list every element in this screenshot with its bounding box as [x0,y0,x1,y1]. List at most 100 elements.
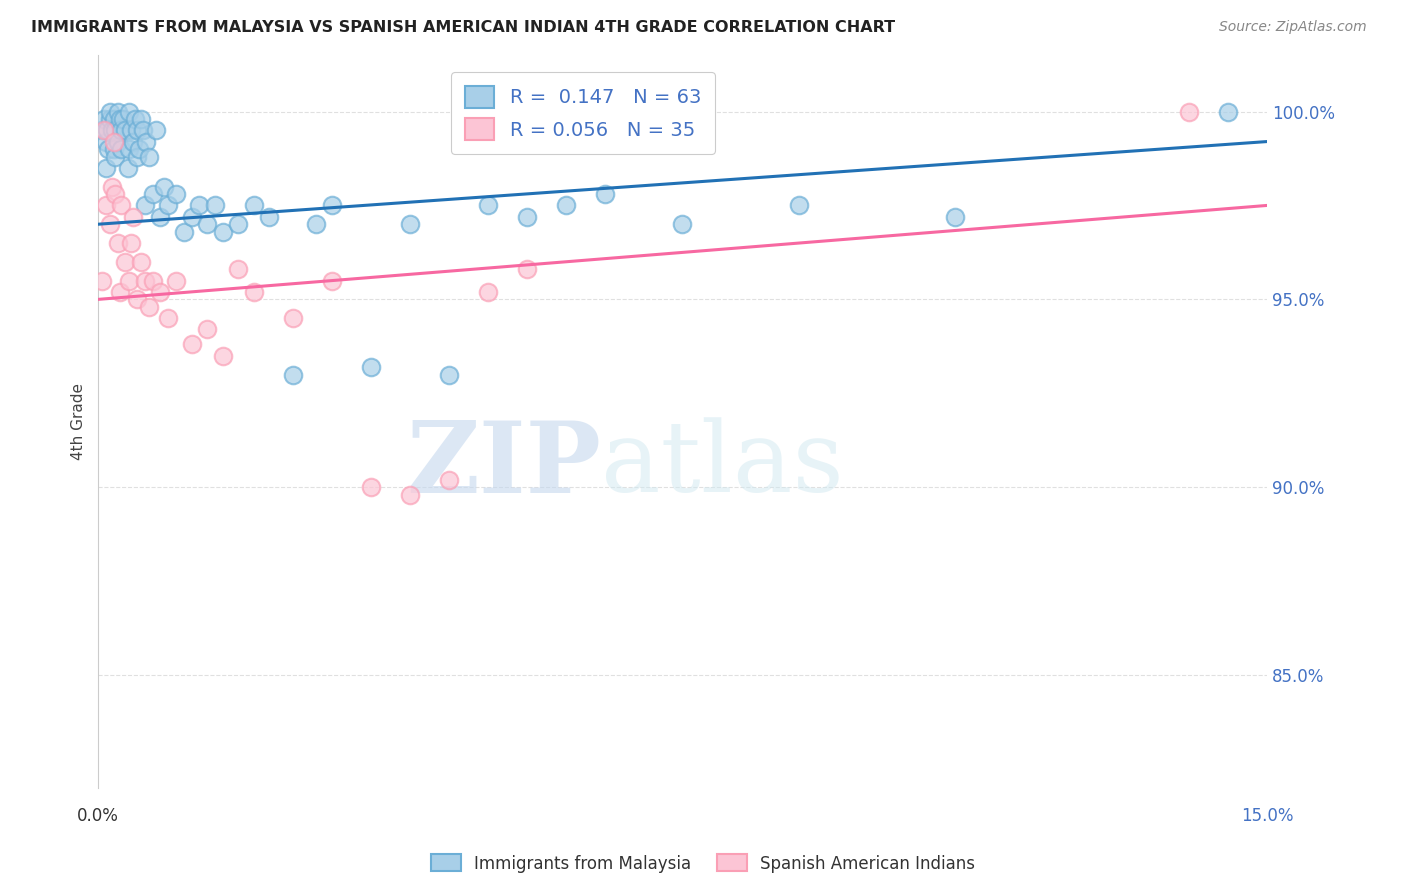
Point [360,359,382,374]
Point [135,135,157,149]
Point [516,262,538,277]
Point [516,210,538,224]
Point [1178,104,1201,119]
Point [149,285,172,299]
Point [120,235,142,250]
Point [321,274,343,288]
Point [104,187,127,202]
Point [114,123,136,137]
Point [128,142,150,156]
Point [398,217,420,231]
Point [226,217,249,231]
Point [593,187,616,202]
Point [138,300,160,314]
Point [226,262,249,277]
Point [554,198,576,212]
Point [305,217,328,231]
Point [98,104,121,119]
Point [129,255,152,269]
Point [108,285,131,299]
Point [145,123,167,137]
Point [477,198,499,212]
Point [142,274,165,288]
Point [101,123,124,137]
Point [173,225,195,239]
Point [157,311,180,326]
Point [108,112,131,126]
Point [165,274,187,288]
Point [157,198,180,212]
Text: 0.0%: 0.0% [77,806,120,825]
Point [195,322,218,336]
Point [93,112,115,126]
Point [104,123,127,137]
Point [91,274,114,288]
Point [118,274,141,288]
Point [94,198,117,212]
Point [111,112,134,126]
Point [110,198,132,212]
Point [477,285,499,299]
Point [94,135,117,149]
Point [134,198,156,212]
Point [180,210,202,224]
Point [243,198,266,212]
Point [398,488,420,502]
Point [97,142,120,156]
Point [204,198,226,212]
Point [134,274,156,288]
Point [103,112,125,126]
Text: 15.0%: 15.0% [1240,806,1294,825]
Text: ZIP: ZIP [406,417,600,514]
Point [103,142,125,156]
Point [259,210,281,224]
Point [149,210,172,224]
Point [195,217,218,231]
Point [1216,104,1239,119]
Point [107,104,129,119]
Text: Source: ZipAtlas.com: Source: ZipAtlas.com [1219,20,1367,34]
Legend: R =  0.147   N = 63, R = 0.056   N = 35: R = 0.147 N = 63, R = 0.056 N = 35 [451,72,714,154]
Point [138,150,160,164]
Point [103,135,125,149]
Point [91,123,114,137]
Point [122,210,145,224]
Point [281,311,304,326]
Point [281,368,304,382]
Point [211,349,233,363]
Point [118,104,141,119]
Point [125,293,148,307]
Point [943,210,966,224]
Point [110,142,132,156]
Point [125,150,148,164]
Point [437,368,460,382]
Point [165,187,187,202]
Point [98,112,121,126]
Point [125,123,148,137]
Text: atlas: atlas [600,417,844,514]
Point [107,235,129,250]
Point [671,217,693,231]
Point [180,337,202,351]
Point [107,135,129,149]
Point [118,142,141,156]
Point [114,255,136,269]
Point [132,123,155,137]
Point [94,161,117,175]
Point [96,123,118,137]
Point [129,112,152,126]
Point [211,225,233,239]
Point [110,123,132,137]
Point [321,198,343,212]
Point [142,187,165,202]
Point [93,123,115,137]
Point [117,161,139,175]
Point [360,480,382,494]
Y-axis label: 4th Grade: 4th Grade [72,383,86,460]
Legend: Immigrants from Malaysia, Spanish American Indians: Immigrants from Malaysia, Spanish Americ… [425,847,981,880]
Point [120,123,142,137]
Point [104,150,127,164]
Point [188,198,211,212]
Point [789,198,811,212]
Point [153,179,176,194]
